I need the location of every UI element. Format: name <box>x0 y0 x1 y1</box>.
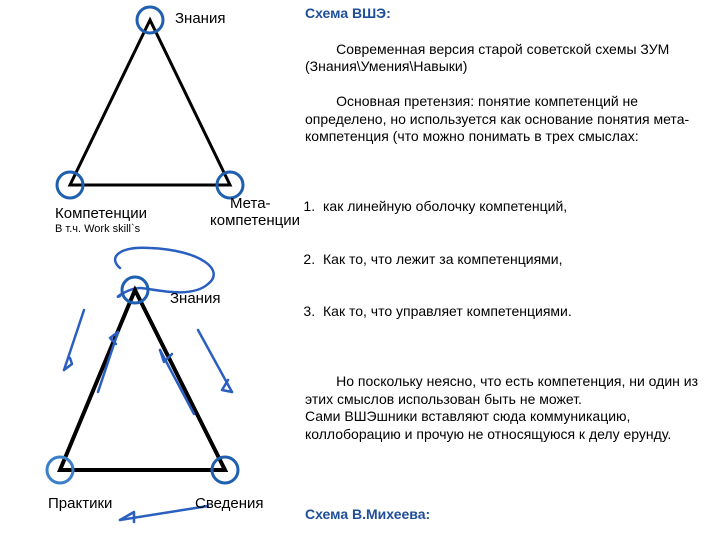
miheev-title: Схема В.Михеева: <box>305 506 430 522</box>
hse-li2: Как то, что лежит за компетенциями, <box>319 251 710 269</box>
hse-title: Схема ВШЭ: <box>305 5 391 21</box>
miheev-block: Схема В.Михеева: Практики могут переходи… <box>305 506 710 540</box>
label-knowledge-2: Знания <box>170 290 220 307</box>
miheev-body: Практики могут переходить в Знания (тип … <box>305 524 710 540</box>
hse-li1: как линейную оболочку компетенций, <box>319 198 710 216</box>
hse-p1: Современная версия старой советской схем… <box>305 41 673 75</box>
hse-p2: Основная претензия: понятие компетенций … <box>305 93 689 144</box>
hse-p3: Но поскольку неясно, что есть компетенци… <box>305 373 702 442</box>
hse-block: Схема ВШЭ: Современная версия старой сов… <box>305 5 710 461</box>
hse-body: Современная версия старой советской схем… <box>305 23 710 461</box>
text-column: Схема ВШЭ: Современная версия старой сов… <box>300 0 720 540</box>
diagrams-column: Знания Компетенции В т.ч. Work skill`s М… <box>0 0 300 540</box>
triangle-miheev <box>0 0 300 540</box>
label-info: Сведения <box>195 495 264 512</box>
page: Знания Компетенции В т.ч. Work skill`s М… <box>0 0 720 540</box>
hse-list: как линейную оболочку компетенций, Как т… <box>291 163 710 356</box>
hse-li3: Как то, что управляет компетенциями. <box>319 303 710 321</box>
label-practices: Практики <box>48 495 112 512</box>
